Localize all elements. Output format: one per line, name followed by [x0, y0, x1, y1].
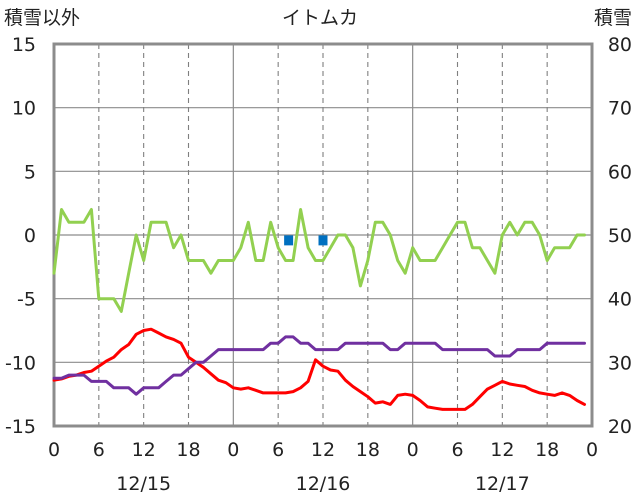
x-tick-label: 12: [311, 439, 335, 461]
x-date-label: 12/17: [475, 473, 530, 495]
plot-frame: [52, 42, 594, 428]
y-tick-label-left: 10: [12, 98, 36, 120]
y-tick-label-left: 15: [12, 34, 36, 56]
y-tick-label-right: 80: [608, 34, 632, 56]
x-tick-label: 0: [586, 439, 598, 461]
right-axis-title: 積雪: [594, 7, 632, 29]
y-tick-label-right: 70: [608, 98, 632, 120]
x-tick-label: 12: [132, 439, 156, 461]
y-tick-label-right: 20: [608, 416, 632, 438]
series-layer: [52, 208, 586, 411]
x-tick-label: 6: [272, 439, 284, 461]
y-tick-label-right: 40: [608, 289, 632, 311]
x-date-label: 12/15: [116, 473, 171, 495]
y-tick-label-left: -10: [5, 352, 36, 374]
data-marker: [284, 235, 294, 246]
y-tick-label-left: -5: [17, 289, 36, 311]
series-line: [52, 335, 586, 396]
y-tick-label-right: 50: [608, 225, 632, 247]
x-tick-label: 6: [93, 439, 105, 461]
x-tick-label: 6: [451, 439, 463, 461]
x-tick-label: 18: [356, 439, 380, 461]
y-tick-label-left: 0: [24, 225, 36, 247]
series-line: [52, 208, 586, 313]
x-tick-label: 0: [227, 439, 239, 461]
y-tick-label-right: 30: [608, 352, 632, 374]
y-tick-label-right: 60: [608, 161, 632, 183]
x-tick-label: 0: [407, 439, 419, 461]
data-marker: [318, 235, 328, 246]
grid-layer: [52, 42, 594, 428]
x-tick-label: 18: [535, 439, 559, 461]
y-tick-label-left: 5: [24, 161, 36, 183]
x-date-label: 12/16: [296, 473, 351, 495]
x-tick-label: 12: [490, 439, 514, 461]
chart-title: イトムカ: [282, 7, 358, 29]
series-line: [52, 327, 586, 411]
y-tick-label-left: -15: [5, 416, 36, 438]
x-tick-label: 18: [176, 439, 200, 461]
marker-layer: [284, 235, 328, 246]
left-axis-title: 積雪以外: [4, 7, 80, 29]
x-tick-label: 0: [48, 439, 60, 461]
